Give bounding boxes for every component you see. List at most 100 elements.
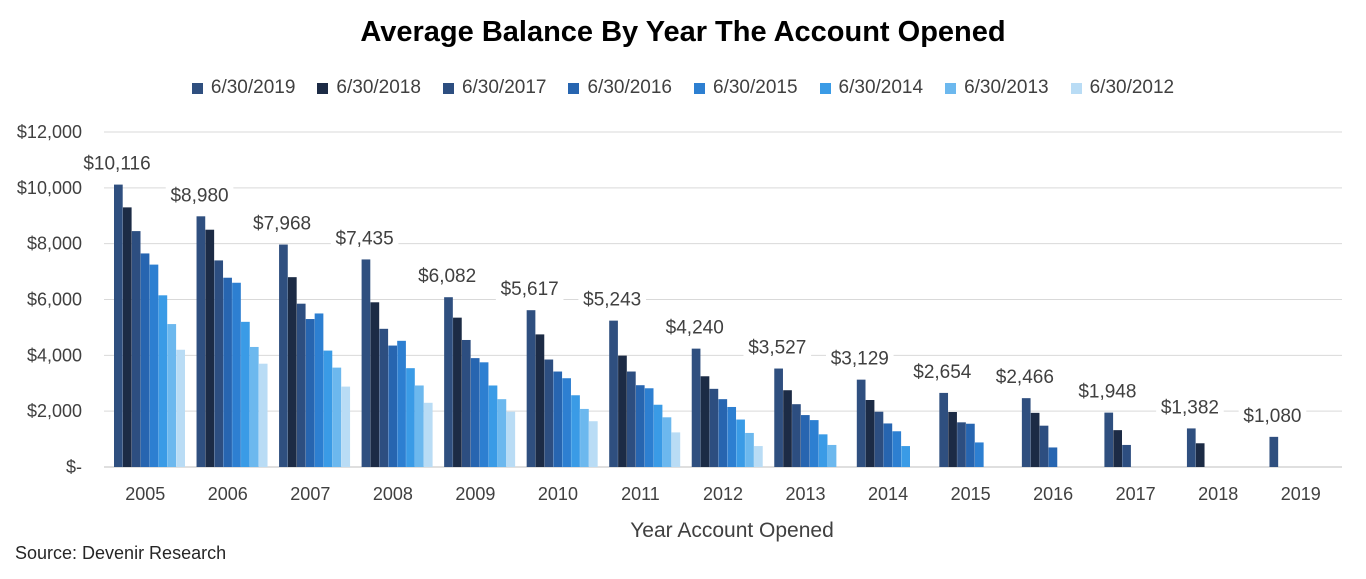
bar bbox=[809, 420, 819, 467]
y-tick-label: $6,000 bbox=[27, 290, 82, 310]
bar bbox=[370, 302, 380, 467]
legend-label: 6/30/2016 bbox=[587, 77, 672, 98]
bar bbox=[653, 404, 663, 467]
bar bbox=[966, 423, 975, 467]
x-tick-label: 2008 bbox=[373, 484, 413, 504]
y-tick-label: $8,000 bbox=[27, 234, 82, 254]
bar bbox=[305, 319, 315, 467]
data-label: $7,435 bbox=[336, 228, 394, 249]
data-label: $5,617 bbox=[501, 279, 559, 300]
x-tick-label: 2017 bbox=[1116, 484, 1156, 504]
bar bbox=[1048, 447, 1058, 467]
legend-item: 6/30/2012 bbox=[1070, 77, 1174, 99]
bar bbox=[1030, 412, 1040, 467]
legend-label: 6/30/2017 bbox=[461, 77, 547, 98]
bar bbox=[461, 339, 471, 467]
bar bbox=[827, 444, 837, 467]
data-label-background bbox=[826, 345, 894, 370]
bar bbox=[279, 244, 288, 467]
bar bbox=[140, 253, 150, 467]
data-label-background bbox=[77, 150, 157, 175]
x-tick-label: 2010 bbox=[538, 484, 578, 504]
x-tick-label: 2009 bbox=[455, 484, 495, 504]
bar bbox=[287, 277, 297, 467]
bar bbox=[562, 378, 571, 467]
data-label-background bbox=[908, 358, 977, 383]
bar bbox=[196, 216, 206, 467]
legend-item: 6/30/2016 bbox=[568, 77, 672, 99]
data-label-background bbox=[248, 210, 316, 235]
bar bbox=[901, 446, 910, 467]
data-label-background bbox=[991, 364, 1059, 389]
data-label: $1,948 bbox=[1078, 382, 1136, 403]
data-label: $10,116 bbox=[83, 154, 150, 175]
bar bbox=[406, 368, 415, 467]
legend-item: 6/30/2017 bbox=[442, 77, 547, 99]
data-label: $6,082 bbox=[418, 266, 476, 287]
bar bbox=[736, 419, 745, 467]
legend-label: 6/30/2014 bbox=[838, 77, 924, 98]
data-label: $3,527 bbox=[748, 338, 806, 359]
x-tick-label: 2016 bbox=[1033, 484, 1073, 504]
bar bbox=[114, 184, 123, 467]
bar bbox=[1122, 444, 1131, 467]
data-label-background bbox=[578, 286, 646, 311]
legend-swatch bbox=[191, 82, 203, 94]
bar bbox=[249, 346, 259, 467]
bar bbox=[535, 334, 545, 467]
bar bbox=[662, 417, 672, 467]
legend-swatch bbox=[1070, 82, 1082, 94]
bar bbox=[588, 421, 598, 467]
bar bbox=[453, 317, 462, 467]
bar bbox=[818, 434, 828, 467]
bar bbox=[1021, 398, 1031, 467]
bar bbox=[774, 368, 783, 467]
bar bbox=[167, 324, 177, 467]
bar bbox=[158, 295, 168, 467]
legend-swatch bbox=[442, 82, 454, 94]
legend-swatch bbox=[945, 82, 957, 94]
data-label-background bbox=[165, 182, 234, 207]
bar bbox=[176, 349, 185, 467]
bar bbox=[205, 229, 215, 467]
bar bbox=[709, 388, 719, 467]
bar bbox=[939, 392, 949, 467]
bar bbox=[479, 362, 489, 467]
data-label-background bbox=[660, 314, 729, 339]
y-tick-label: $10,000 bbox=[17, 178, 82, 198]
bar bbox=[691, 348, 701, 467]
bar bbox=[223, 277, 232, 467]
bar bbox=[754, 446, 763, 467]
bar bbox=[388, 345, 397, 467]
data-label-background bbox=[743, 334, 812, 359]
bar bbox=[718, 399, 728, 467]
bar bbox=[856, 379, 866, 467]
x-tick-label: 2015 bbox=[951, 484, 991, 504]
legend-label: 6/30/2019 bbox=[210, 77, 296, 98]
bar bbox=[727, 406, 737, 467]
x-tick-label: 2014 bbox=[868, 484, 908, 504]
bar bbox=[948, 412, 957, 467]
bar bbox=[700, 376, 710, 467]
data-label: $2,654 bbox=[913, 362, 972, 383]
source-note: Source: Devenir Research bbox=[15, 543, 227, 563]
x-tick-label: 2005 bbox=[125, 484, 165, 504]
bar bbox=[258, 363, 268, 467]
bar bbox=[241, 321, 250, 467]
legend-item: 6/30/2014 bbox=[819, 77, 924, 99]
chart-title: Average Balance By Year The Account Open… bbox=[360, 16, 1006, 48]
bar bbox=[792, 404, 801, 467]
x-tick-label: 2006 bbox=[208, 484, 248, 504]
bar bbox=[783, 390, 792, 467]
bar bbox=[314, 313, 324, 467]
data-label-background bbox=[413, 263, 481, 288]
bar bbox=[149, 264, 159, 467]
bar bbox=[1269, 436, 1279, 467]
bar bbox=[323, 350, 333, 467]
bar bbox=[635, 385, 645, 467]
bar bbox=[423, 402, 433, 467]
bar bbox=[379, 328, 389, 467]
legend-item: 6/30/2019 bbox=[191, 77, 296, 99]
bar bbox=[497, 399, 507, 467]
legend-item: 6/30/2018 bbox=[317, 77, 421, 99]
